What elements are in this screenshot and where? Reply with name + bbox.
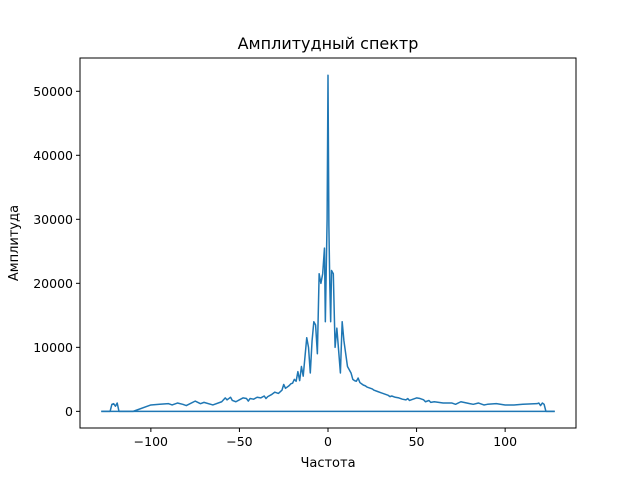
- y-tick-label: 10000: [33, 340, 73, 355]
- y-tick-label: 30000: [33, 212, 73, 227]
- y-axis-label: Амплитуда: [7, 205, 22, 281]
- spectrum-line-0: [101, 74, 555, 413]
- y-tick-label: 50000: [33, 84, 73, 99]
- x-tick-label: 100: [493, 434, 517, 449]
- y-axis: 0 10000 20000 30000 40000 50000: [33, 84, 80, 419]
- y-tick-label: 40000: [33, 148, 73, 163]
- y-tick-label: 0: [65, 404, 73, 419]
- x-axis-label: Частота: [300, 456, 355, 471]
- chart-title: Амплитудный спектр: [238, 34, 419, 53]
- plot-area: [101, 74, 555, 413]
- x-tick-label: 50: [409, 434, 425, 449]
- y-tick-label: 20000: [33, 276, 73, 291]
- x-axis: −100 −50 0 50 100: [134, 428, 517, 449]
- x-tick-label: −50: [226, 434, 252, 449]
- x-tick-label: −100: [134, 434, 168, 449]
- x-tick-label: 0: [324, 434, 332, 449]
